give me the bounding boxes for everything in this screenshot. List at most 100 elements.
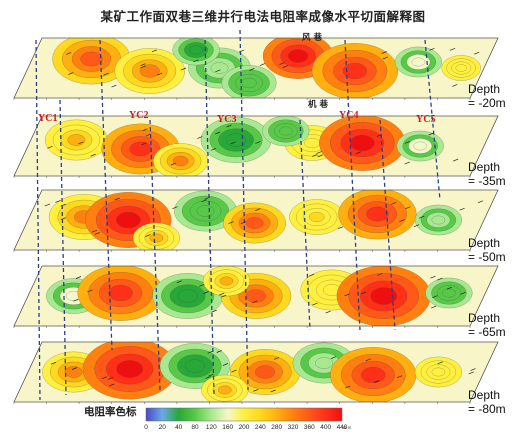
flow-arrow (270, 389, 276, 393)
depth-label-1: Depth = -20m (468, 82, 506, 110)
depth-label-word: Depth (468, 388, 501, 402)
flow-arrow (449, 47, 456, 51)
interpretation-dashed-line (344, 39, 361, 331)
flow-arrow (231, 369, 237, 373)
legend-title: 电阻率色标 (84, 406, 137, 418)
flow-arrow (460, 291, 466, 295)
resistivity-anomaly (210, 62, 229, 74)
flow-arrow (145, 234, 151, 237)
resistivity-anomaly (80, 51, 103, 67)
depth-label-word: Depth (468, 236, 501, 250)
legend-tick-label: 360 (303, 424, 315, 431)
resistivity-anomaly (431, 367, 446, 377)
flow-arrow (203, 291, 209, 294)
legend-tick-label: 440 (336, 424, 348, 431)
flow-arrow (60, 217, 66, 221)
depth-label-value: = -20m (468, 96, 506, 110)
legend-tick-label: 120 (205, 424, 217, 431)
flow-arrow (330, 356, 337, 360)
resistivity-anomaly (241, 77, 257, 89)
flow-arrow (325, 310, 331, 314)
flow-arrow (78, 141, 84, 145)
legend-tick-label: 0 (144, 424, 148, 431)
resistivity-anomaly (116, 360, 143, 378)
resistivity-anomaly (196, 205, 215, 217)
upper-roadway-label: 风 巷 (302, 33, 322, 43)
flow-arrow (172, 206, 178, 210)
borehole-label-yc4: YC4 (339, 110, 359, 121)
flow-arrow (249, 68, 255, 71)
flow-arrow (228, 221, 234, 224)
flow-arrow (437, 277, 443, 281)
resistivity-anomaly (455, 64, 467, 72)
interpretation-dashed-line (59, 99, 67, 396)
flow-arrow (90, 153, 96, 157)
flow-arrow (382, 56, 389, 60)
resistivity-anomaly (139, 64, 160, 78)
flow-arrow (156, 72, 163, 76)
flow-arrow (282, 65, 288, 68)
borehole-label-yc2: YC2 (129, 110, 149, 121)
depth-label-word: Depth (468, 311, 501, 325)
resistivity-anomaly (64, 366, 83, 378)
flow-arrow (87, 289, 93, 293)
interpretation-dashed-line (299, 119, 311, 331)
borehole-label-yc1: YC1 (38, 113, 58, 124)
flow-arrow (219, 292, 225, 296)
flow-arrow (44, 203, 51, 207)
borehole-label-yc3: YC3 (217, 114, 237, 125)
flow-arrow (419, 215, 425, 219)
flow-arrow (344, 293, 350, 297)
resistivity-anomaly (361, 367, 386, 383)
flow-arrow (428, 132, 434, 136)
flow-arrow (176, 280, 182, 284)
flow-arrow (142, 128, 148, 132)
resistivity-anomaly (172, 155, 189, 167)
flow-arrow (316, 151, 322, 154)
flow-arrow (404, 141, 410, 144)
flow-arrow (140, 63, 146, 67)
flow-arrow (211, 309, 217, 313)
flow-arrow (101, 376, 108, 380)
flow-arrow (279, 62, 285, 65)
flow-arrow (94, 232, 100, 235)
flow-arrow (381, 51, 387, 54)
resistivity-anomaly (279, 126, 293, 136)
resistivity-anomaly (246, 289, 266, 303)
depth-label-3: Depth = -50m (468, 236, 506, 264)
interpretation-dashed-line (424, 39, 441, 201)
legend-tick-label: 280 (271, 424, 283, 431)
flow-arrow (91, 229, 98, 233)
flow-arrow (399, 219, 405, 222)
resistivity-anomaly (411, 57, 426, 67)
resistivity-anomaly (226, 133, 246, 147)
flow-arrow (71, 367, 78, 370)
resistivity-anomaly (177, 289, 198, 303)
flow-arrow (47, 145, 53, 149)
interpretation-dashed-line (149, 119, 161, 391)
resistivity-anomaly (342, 63, 368, 79)
depth-slice-1 (13, 37, 499, 100)
flow-arrow (377, 273, 383, 276)
depth-label-value: = -65m (468, 325, 506, 339)
depth-label-2: Depth = -35m (468, 160, 506, 188)
flow-arrow (360, 291, 367, 295)
resistivity-anomaly (218, 385, 232, 395)
legend-tick-label: 20 (158, 424, 166, 431)
flow-arrow (374, 380, 380, 383)
flow-arrow (207, 350, 213, 354)
flow-arrow (405, 206, 411, 210)
flow-arrow (151, 49, 158, 53)
resistivity-anomaly (116, 212, 141, 228)
flow-arrow (103, 72, 109, 76)
flow-arrow (273, 357, 280, 360)
flow-arrow (452, 84, 458, 87)
flow-arrow (259, 63, 266, 66)
flow-arrow (215, 131, 221, 135)
flow-arrow (230, 141, 236, 145)
resistivity-anomaly (67, 134, 86, 146)
flow-arrow (107, 377, 114, 380)
flow-arrow (216, 350, 222, 353)
flow-arrow (201, 199, 207, 203)
